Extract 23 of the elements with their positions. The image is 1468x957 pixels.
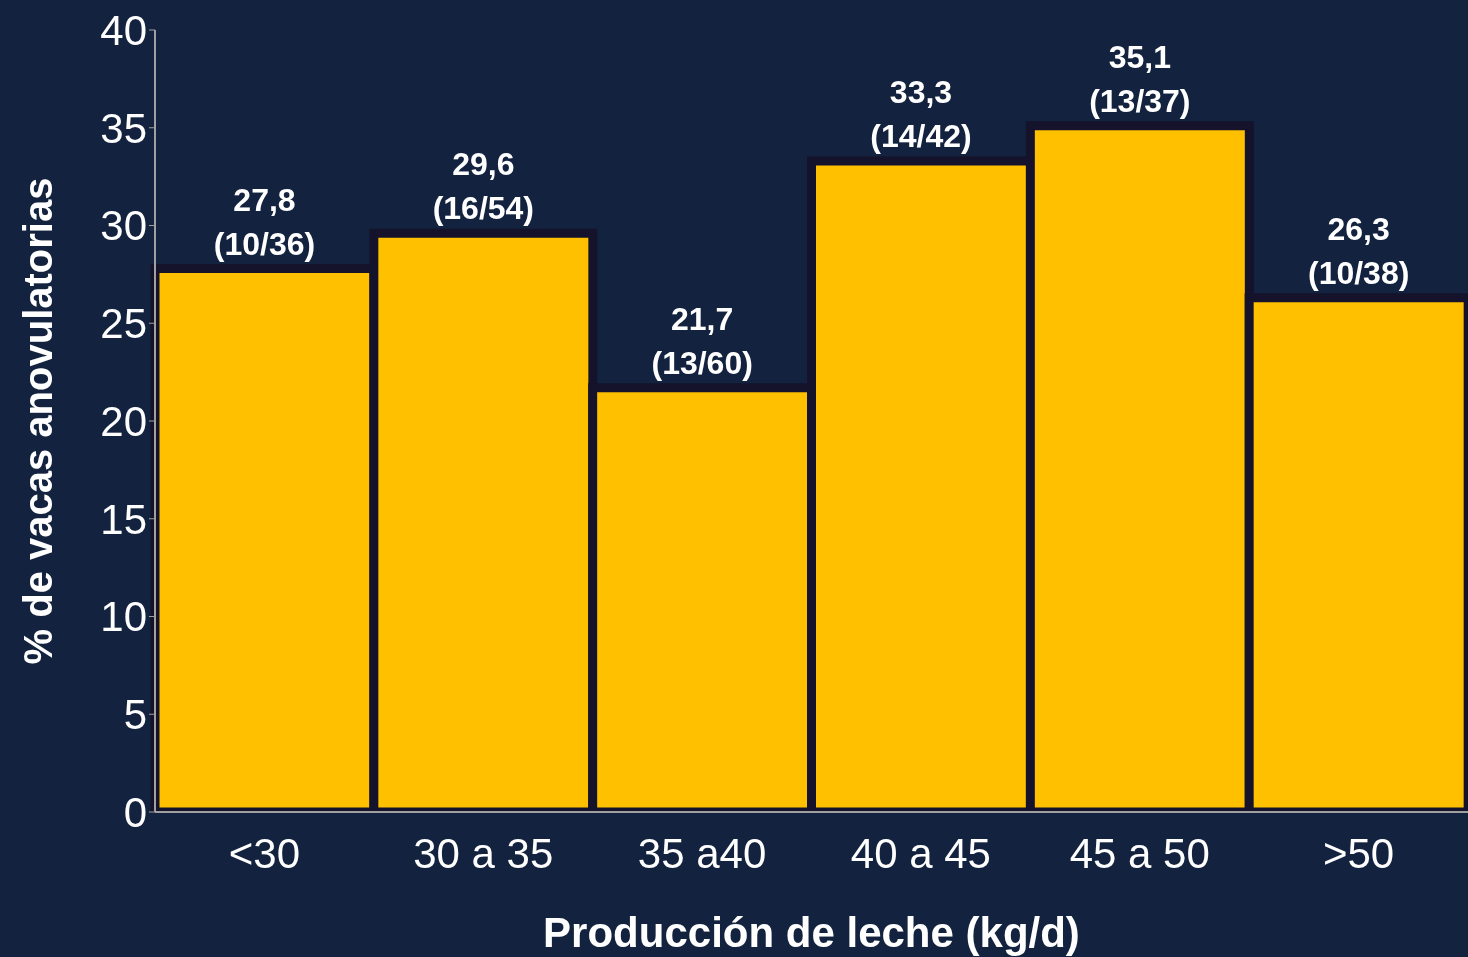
x-tick-label: 45 a 50: [1069, 829, 1210, 877]
data-label: 26,3 (10/38): [1307, 210, 1410, 291]
x-tick-label: <30: [228, 829, 301, 877]
x-tick-label: >50: [1322, 829, 1395, 877]
y-tick-label: 0: [123, 788, 147, 836]
y-tick-label: 40: [100, 6, 147, 54]
y-tick-label: 35: [100, 104, 147, 152]
x-tick-label: 35 a40: [637, 829, 767, 877]
x-tick-label: 40 a 45: [850, 829, 991, 877]
x-axis-title: Producción de leche (kg/d): [543, 909, 1080, 956]
y-tick-label: 5: [123, 691, 147, 739]
data-label: 21,7 (13/60): [651, 300, 753, 381]
data-label: 27,8 (10/36): [213, 181, 316, 262]
data-label: 35,1 (13/37): [1089, 38, 1191, 119]
x-tick-label: 30 a 35: [413, 829, 554, 877]
y-tick-label: 25: [100, 300, 147, 348]
y-axis-title: % de vacas anovulatorias: [16, 177, 61, 665]
y-tick-label: 30: [100, 202, 147, 250]
data-label: 33,3 (14/42): [870, 73, 972, 154]
data-label: 29,6 (16/54): [432, 146, 535, 227]
y-tick-label: 15: [100, 495, 147, 543]
y-tick-label: 10: [100, 593, 147, 641]
y-tick-label: 20: [100, 397, 147, 445]
